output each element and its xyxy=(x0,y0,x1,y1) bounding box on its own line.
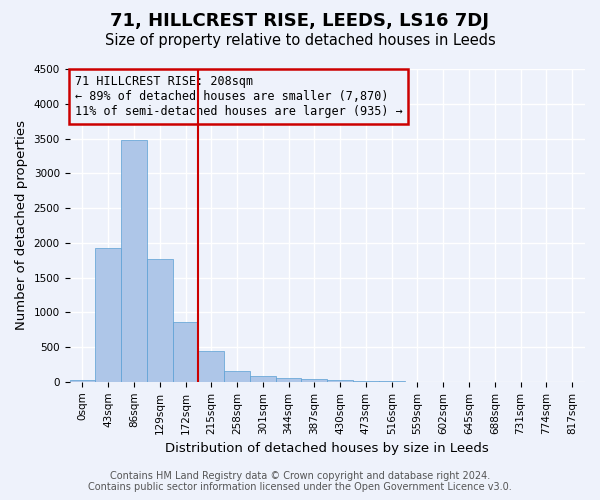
Y-axis label: Number of detached properties: Number of detached properties xyxy=(15,120,28,330)
Text: Contains HM Land Registry data © Crown copyright and database right 2024.
Contai: Contains HM Land Registry data © Crown c… xyxy=(88,471,512,492)
Bar xyxy=(121,140,147,382)
Bar xyxy=(301,379,327,382)
Bar xyxy=(199,350,224,382)
Text: 71 HILLCREST RISE: 208sqm
← 89% of detached houses are smaller (7,870)
11% of se: 71 HILLCREST RISE: 208sqm ← 89% of detac… xyxy=(74,76,403,118)
Bar xyxy=(147,260,173,382)
Text: Size of property relative to detached houses in Leeds: Size of property relative to detached ho… xyxy=(104,32,496,48)
Text: 71, HILLCREST RISE, LEEDS, LS16 7DJ: 71, HILLCREST RISE, LEEDS, LS16 7DJ xyxy=(110,12,490,30)
Bar xyxy=(250,376,276,382)
Bar xyxy=(327,380,353,382)
X-axis label: Distribution of detached houses by size in Leeds: Distribution of detached houses by size … xyxy=(166,442,489,455)
Bar xyxy=(276,378,301,382)
Bar xyxy=(95,248,121,382)
Bar xyxy=(173,322,199,382)
Bar xyxy=(70,380,95,382)
Bar xyxy=(224,370,250,382)
Bar xyxy=(353,381,379,382)
